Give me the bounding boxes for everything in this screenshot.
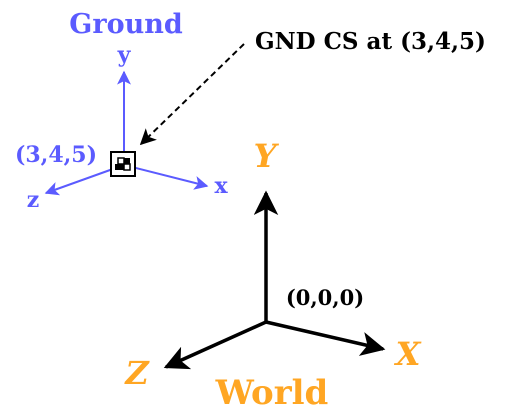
- world-x-axis-label: X: [394, 335, 422, 373]
- annotation: GND CS at (3,4,5): [139, 28, 486, 146]
- world-z-axis-label: Z: [123, 354, 150, 392]
- annotation-text: GND CS at (3,4,5): [255, 28, 486, 55]
- world-y-axis-label: Y: [254, 137, 280, 175]
- ground-origin-label: (3,4,5): [15, 142, 97, 168]
- ground-z-axis-label: z: [27, 187, 40, 213]
- ground-title: Ground: [69, 9, 183, 40]
- world-x-axis: [265, 320, 386, 356]
- world-coordinate-system: Y X Z (0,0,0) World: [123, 137, 421, 410]
- ground-coordinate-system: Ground y x z (3,4,5): [15, 9, 228, 213]
- ground-y-axis-label: y: [117, 42, 132, 68]
- world-origin-label: (0,0,0): [286, 285, 364, 310]
- ground-x-axis: [123, 164, 209, 190]
- ground-x-axis-label: x: [214, 173, 228, 199]
- annotation-arrow: [139, 43, 245, 146]
- world-title: World: [215, 373, 329, 410]
- world-z-axis: [163, 320, 267, 370]
- ground-frame-icon: [110, 151, 136, 177]
